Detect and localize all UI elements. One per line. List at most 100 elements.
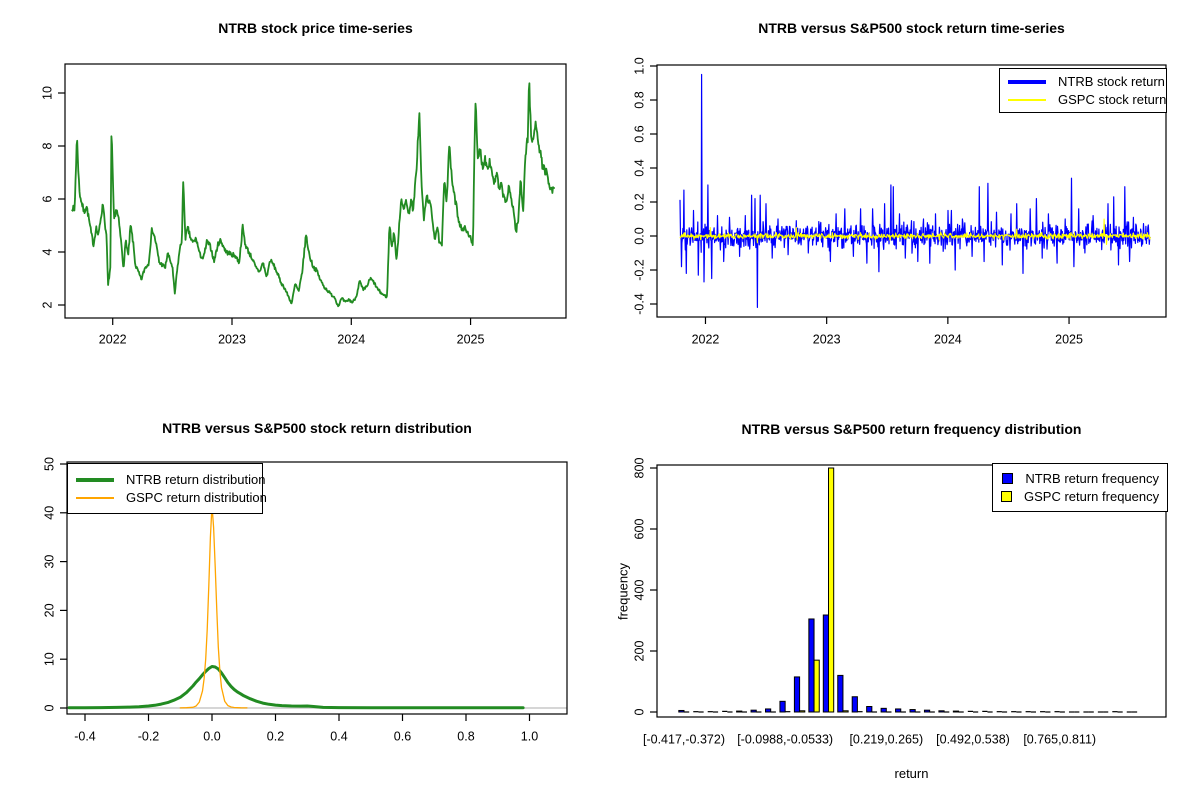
axis-tick-label: 2025 — [457, 332, 485, 346]
axis-tick-label: 2023 — [218, 332, 246, 346]
axis-tick-label: -0.2 — [138, 729, 160, 743]
axis-tick-label: [-0.0988,-0.0533) — [737, 732, 833, 746]
axis-tick-label: 0 — [42, 704, 56, 711]
gspc-freq-bar — [813, 659, 820, 713]
axis-tick-label: 400 — [632, 580, 646, 601]
axis-tick-label: [0.765,0.811) — [1023, 732, 1096, 746]
gspc-density-curve — [179, 504, 248, 709]
axis-tick-label: 2022 — [692, 332, 720, 346]
ntrb-freq-bar — [952, 710, 960, 713]
price-series-line — [71, 82, 555, 308]
axis-tick-label: 0 — [632, 708, 646, 715]
legend-returns: NTRB stock return GSPC stock return — [999, 68, 1167, 113]
axis-tick-label: 2024 — [337, 332, 365, 346]
axis-tick-label: 0.4 — [632, 159, 646, 176]
axis-tick-label: 10 — [42, 652, 56, 666]
panel4-title: NTRB versus S&P500 return frequency dist… — [741, 421, 1082, 437]
panel2-title: NTRB versus S&P500 stock return time-ser… — [758, 20, 1065, 36]
axis-tick-label: 6 — [40, 195, 54, 202]
axis-tick-label: -0.4 — [74, 729, 96, 743]
ntrb-freq-bar — [880, 707, 887, 713]
legend-item: NTRB stock return — [1008, 74, 1165, 89]
axis-tick-label: 10 — [40, 86, 54, 100]
legend-label: NTRB stock return — [1058, 74, 1165, 89]
axis-tick-label: 0.2 — [267, 729, 284, 743]
ntrb-freq-bar — [750, 709, 757, 713]
ntrb-freq-bar — [736, 710, 743, 713]
plot-border — [64, 63, 567, 319]
axis-tick-label: 4 — [40, 248, 54, 255]
legend-line-icon — [1008, 79, 1046, 84]
legend-label: GSPC return distribution — [126, 490, 267, 505]
axis-tick-label: 20 — [42, 603, 56, 617]
ntrb-freq-bar — [866, 706, 873, 713]
axis-tick-label: 2022 — [99, 332, 127, 346]
ntrb-freq-bar — [822, 614, 829, 713]
legend-item: GSPC return distribution — [76, 490, 267, 505]
axis-tick-label: 0.4 — [330, 729, 347, 743]
legend-frequency: NTRB return frequency GSPC return freque… — [992, 463, 1168, 512]
axis-tick-label: 0.0 — [632, 227, 646, 244]
axis-tick-label: 2023 — [813, 332, 841, 346]
axis-tick-label: [-0.417,-0.372) — [643, 732, 725, 746]
ntrb-freq-bar — [851, 696, 858, 713]
axis-tick-label: 800 — [632, 458, 646, 479]
axis-tick-label: 50 — [42, 457, 56, 471]
y-axis-title-frequency: frequency — [615, 562, 631, 621]
ntrb-freq-bar — [808, 618, 815, 713]
axis-tick-label: [0.492,0.538) — [936, 732, 1010, 746]
axis-tick-label: 40 — [42, 506, 56, 520]
ntrb-freq-bar — [678, 709, 685, 713]
ntrb-density-curve — [67, 665, 525, 710]
legend-line-icon — [1008, 98, 1046, 101]
legend-label: NTRB return frequency — [1025, 471, 1159, 486]
ntrb-freq-bar — [793, 676, 801, 713]
legend-item: GSPC stock return — [1008, 92, 1166, 107]
axis-tick-label: 0.2 — [632, 193, 646, 210]
gspc-freq-bar — [799, 710, 806, 713]
ntrb-freq-bar — [909, 709, 916, 713]
axis-tick-label: 2 — [40, 301, 54, 308]
x-axis-title-return: return — [894, 766, 929, 781]
ntrb-freq-bar — [837, 674, 844, 713]
axis-tick-label: 600 — [632, 519, 646, 540]
gspc-return-line — [679, 218, 1151, 246]
axis-tick-label: 200 — [632, 641, 646, 662]
axis-tick-label: 1.0 — [521, 729, 538, 743]
axis-tick-label: 0.6 — [632, 125, 646, 142]
legend-line-icon — [76, 496, 114, 499]
axis-tick-label: 1.0 — [632, 57, 646, 74]
axis-tick-label: 2025 — [1055, 332, 1083, 346]
ntrb-return-line — [679, 73, 1151, 308]
legend-label: NTRB return distribution — [126, 472, 266, 487]
ntrb-freq-bar — [895, 708, 902, 713]
panel1-title: NTRB stock price time-series — [218, 20, 413, 36]
axis-tick-label: 0.8 — [457, 729, 474, 743]
axis-tick-label: 8 — [40, 142, 54, 149]
legend-swatch-icon — [1001, 473, 1013, 484]
ntrb-freq-bar — [938, 710, 945, 713]
legend-label: GSPC stock return — [1058, 92, 1167, 107]
legend-item: NTRB return frequency — [1001, 471, 1159, 486]
legend-distribution: NTRB return distribution GSPC return dis… — [67, 463, 267, 514]
ntrb-freq-bar — [923, 709, 931, 713]
gspc-freq-bar — [842, 710, 849, 713]
plot-border — [66, 461, 568, 715]
axis-tick-label: [0.219,0.265) — [849, 732, 923, 746]
legend-line-icon — [76, 477, 114, 482]
panel3-title: NTRB versus S&P500 stock return distribu… — [162, 420, 472, 436]
legend-item: GSPC return frequency — [1001, 489, 1159, 504]
ntrb-freq-bar — [779, 700, 786, 713]
gspc-freq-bar — [828, 467, 835, 713]
axis-tick-label: 30 — [42, 555, 56, 569]
axis-tick-label: 0.8 — [632, 91, 646, 108]
axis-tick-label: 2024 — [934, 332, 962, 346]
plot-border — [656, 64, 1167, 318]
axis-tick-label: 0.0 — [203, 729, 220, 743]
axis-tick-label: -0.2 — [632, 259, 646, 281]
legend-item: NTRB return distribution — [76, 472, 265, 487]
axis-tick-label: -0.4 — [632, 293, 646, 315]
legend-swatch-icon — [1001, 491, 1012, 502]
